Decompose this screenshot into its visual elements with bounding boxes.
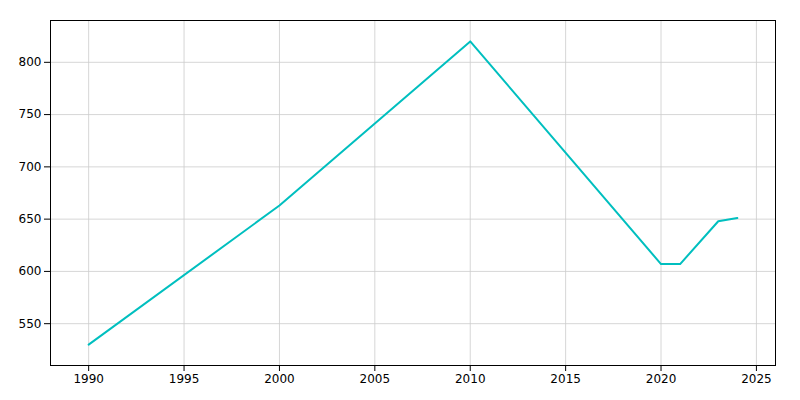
svg-text:1990: 1990 xyxy=(73,372,104,386)
svg-text:2020: 2020 xyxy=(646,372,677,386)
svg-text:2015: 2015 xyxy=(550,372,581,386)
svg-text:550: 550 xyxy=(19,317,42,331)
svg-text:1995: 1995 xyxy=(169,372,200,386)
svg-text:700: 700 xyxy=(19,160,42,174)
svg-text:600: 600 xyxy=(19,264,42,278)
svg-text:650: 650 xyxy=(19,212,42,226)
svg-text:800: 800 xyxy=(19,55,42,69)
svg-text:750: 750 xyxy=(19,107,42,121)
svg-text:2010: 2010 xyxy=(455,372,486,386)
svg-text:2000: 2000 xyxy=(264,372,295,386)
svg-text:2005: 2005 xyxy=(360,372,391,386)
svg-text:2025: 2025 xyxy=(741,372,772,386)
